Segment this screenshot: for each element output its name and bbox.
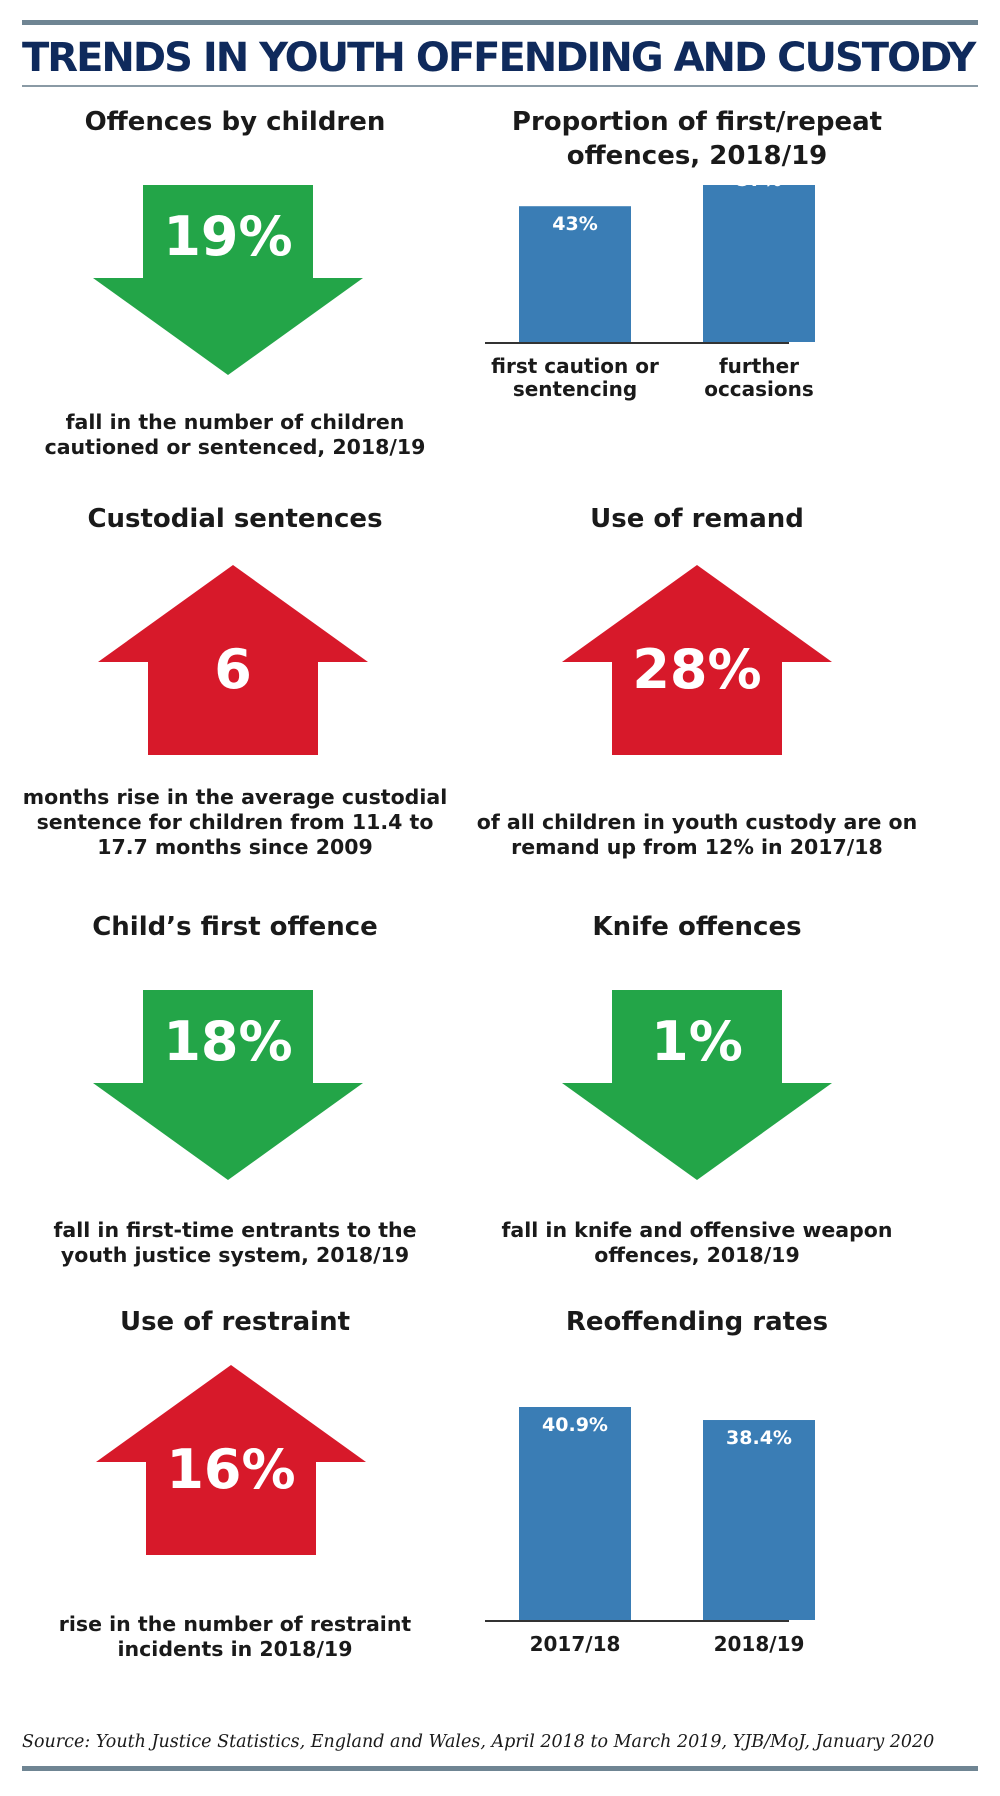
arrow-value: 1% xyxy=(651,1010,743,1073)
down-arrow-icon: 1% xyxy=(562,990,832,1180)
caption: months rise in the average custodial sent… xyxy=(0,785,470,860)
category-label: occasions xyxy=(704,377,814,401)
caption-line: fall in first-time entrants to the xyxy=(53,1218,417,1242)
arrow-shape xyxy=(562,565,832,755)
panel-title: Child’s first offence xyxy=(92,912,378,942)
caption-line: youth justice system, 2018/19 xyxy=(60,1243,410,1267)
caption-line: offences, 2018/19 xyxy=(594,1243,800,1267)
caption-line: months rise in the average custodial xyxy=(22,785,448,809)
title-underline xyxy=(22,85,978,87)
category-label: further xyxy=(719,354,799,378)
bar xyxy=(703,185,815,342)
page-title: TRENDS IN YOUTH OFFENDING AND CUSTODY xyxy=(22,35,976,81)
caption: of all children in youth custody are on r… xyxy=(462,810,932,860)
panel-title: Offences by children xyxy=(84,107,386,137)
arrow-shape xyxy=(93,990,363,1180)
panel-title: Use of remand xyxy=(590,504,804,534)
chart-title-line: offences, 2018/19 xyxy=(566,141,828,171)
arrow-value: 6 xyxy=(214,638,252,701)
panel-title: Knife offences xyxy=(592,912,802,942)
up-arrow-icon: 28% xyxy=(562,565,832,755)
bar xyxy=(703,1420,815,1620)
caption-line: incidents in 2018/19 xyxy=(117,1637,353,1661)
caption-line: fall in the number of children xyxy=(65,410,405,434)
source-note: Source: Youth Justice Statistics, Englan… xyxy=(22,1732,935,1752)
arrow-shape xyxy=(93,185,363,375)
arrow-value: 16% xyxy=(166,1438,295,1501)
category-label: sentencing xyxy=(513,377,637,401)
data-label: 43% xyxy=(552,213,597,235)
category-label: 2018/19 xyxy=(714,1632,805,1656)
arrow-value: 18% xyxy=(163,1010,292,1073)
bar xyxy=(519,1407,631,1620)
chart-title: Proportion of first/repeat offences, 2018… xyxy=(462,105,932,173)
up-arrow-icon: 6 xyxy=(98,565,368,755)
caption: fall in the number of children cautioned … xyxy=(0,410,470,460)
caption-line: remand up from 12% in 2017/18 xyxy=(511,835,883,859)
chart-title: Reoffending rates xyxy=(462,1305,932,1339)
up-arrow-icon: 16% xyxy=(96,1365,366,1555)
caption-line: cautioned or sentenced, 2018/19 xyxy=(44,435,426,459)
data-label: 40.9% xyxy=(542,1414,608,1436)
top-rule xyxy=(22,20,978,25)
bottom-rule xyxy=(22,1766,978,1771)
caption: fall in knife and offensive weapon offenc… xyxy=(462,1218,932,1268)
caption-line: fall in knife and offensive weapon xyxy=(501,1218,893,1242)
data-label: 38.4% xyxy=(726,1427,792,1449)
caption-line: sentence for children from 11.4 to xyxy=(36,810,434,834)
caption-line: rise in the number of restraint xyxy=(58,1612,412,1636)
caption: rise in the number of restraint incidents… xyxy=(0,1612,470,1662)
caption: fall in first-time entrants to the youth … xyxy=(0,1218,470,1268)
category-label: 2017/18 xyxy=(530,1632,621,1656)
arrow-shape xyxy=(98,565,368,755)
down-arrow-icon: 18% xyxy=(93,990,363,1180)
down-arrow-icon: 19% xyxy=(93,185,363,375)
category-label: first caution or xyxy=(491,354,659,378)
data-label: 57% xyxy=(736,185,781,191)
panel-title: Use of restraint xyxy=(119,1307,351,1337)
arrow-shape xyxy=(96,1365,366,1555)
caption-line: 17.7 months since 2009 xyxy=(97,835,373,859)
arrow-value: 28% xyxy=(632,638,761,701)
arrow-value: 19% xyxy=(163,205,292,268)
caption-line: of all children in youth custody are on xyxy=(476,810,918,834)
chart-title-line: Proportion of first/repeat xyxy=(511,107,883,137)
arrow-shape xyxy=(562,990,832,1180)
chart-title-line: Reoffending rates xyxy=(565,1307,829,1337)
bar-chart: 40.9% 2017/18 38.4% 2018/19 xyxy=(485,1407,815,1656)
bar xyxy=(519,206,631,342)
panel-title: Custodial sentences xyxy=(87,504,383,534)
